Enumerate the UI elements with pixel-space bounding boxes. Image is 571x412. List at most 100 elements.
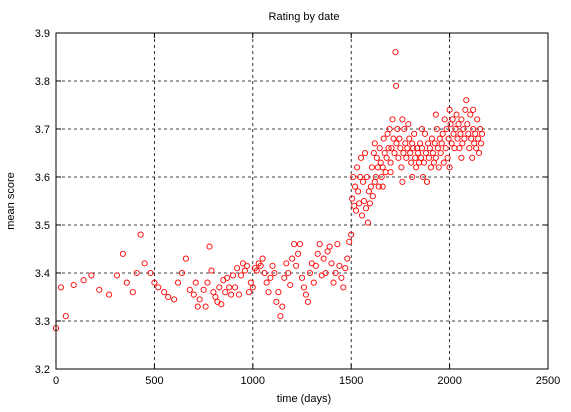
- data-point: [367, 183, 374, 190]
- data-point: [271, 269, 278, 277]
- data-point: [431, 140, 438, 147]
- data-point: [388, 145, 395, 152]
- data-point: [419, 173, 427, 181]
- data-point: [275, 289, 282, 296]
- data-point: [226, 284, 233, 291]
- data-point: [334, 241, 341, 248]
- data-point: [342, 265, 349, 272]
- data-point: [263, 279, 270, 286]
- data-point: [96, 286, 103, 293]
- data-point: [448, 140, 455, 147]
- data-point: [383, 154, 390, 161]
- data-point: [432, 111, 439, 118]
- data-point: [228, 291, 235, 298]
- data-point: [446, 106, 453, 113]
- data-point: [372, 173, 379, 181]
- data-point: [399, 116, 406, 123]
- data-point: [322, 269, 329, 277]
- data-point: [425, 154, 432, 161]
- data-point: [113, 272, 121, 279]
- data-point: [422, 149, 430, 157]
- data-point: [186, 286, 193, 293]
- data-point: [473, 145, 480, 152]
- data-point: [316, 241, 323, 248]
- data-point: [62, 313, 69, 320]
- data-point: [295, 250, 302, 257]
- data-point: [357, 173, 364, 181]
- data-point: [357, 154, 365, 161]
- data-point: [414, 145, 421, 152]
- data-point: [312, 262, 319, 269]
- data-point: [395, 154, 402, 161]
- data-point: [458, 154, 465, 161]
- data-point: [464, 121, 471, 128]
- data-point: [433, 125, 440, 133]
- data-point: [371, 140, 378, 147]
- data-point: [418, 145, 426, 152]
- data-point: [364, 219, 371, 226]
- data-point: [200, 286, 207, 293]
- data-point: [378, 173, 385, 181]
- data-point: [328, 260, 335, 267]
- data-point: [458, 116, 465, 123]
- data-point: [273, 298, 280, 305]
- data-point: [230, 272, 237, 279]
- data-point: [237, 272, 245, 279]
- data-point: [171, 296, 178, 303]
- data-point: [429, 149, 436, 157]
- data-point: [409, 140, 416, 147]
- data-point: [446, 164, 453, 171]
- data-point: [355, 188, 362, 195]
- data-point: [476, 149, 483, 157]
- data-point: [387, 159, 394, 166]
- y-tick-label: 3.5: [35, 220, 50, 232]
- data-point: [474, 116, 481, 123]
- data-point: [370, 149, 377, 157]
- data-point: [438, 140, 445, 147]
- data-point: [427, 164, 434, 171]
- data-point: [386, 125, 393, 133]
- data-point: [196, 296, 203, 303]
- data-point: [440, 159, 447, 166]
- y-tick-label: 3.4: [35, 268, 50, 280]
- data-point: [387, 169, 394, 176]
- data-point: [399, 178, 406, 185]
- data-point: [129, 289, 136, 296]
- data-point: [356, 200, 363, 207]
- data-point: [269, 262, 276, 269]
- y-tick-label: 3.8: [35, 76, 50, 88]
- data-point: [479, 130, 486, 137]
- data-point: [349, 195, 356, 202]
- data-point: [119, 250, 126, 257]
- data-point: [344, 255, 351, 262]
- data-point: [352, 183, 359, 190]
- data-point: [336, 262, 343, 269]
- data-point: [358, 212, 366, 219]
- data-point: [369, 193, 376, 200]
- data-point: [279, 303, 286, 310]
- data-point: [437, 149, 444, 157]
- data-point: [432, 154, 439, 161]
- data-point: [182, 255, 189, 262]
- data-point: [452, 125, 459, 133]
- data-point: [405, 121, 412, 128]
- data-point: [224, 274, 231, 281]
- data-point: [174, 279, 182, 286]
- data-point: [435, 164, 442, 171]
- data-point: [245, 289, 252, 296]
- data-point: [259, 255, 266, 262]
- data-point: [361, 149, 369, 157]
- data-point: [302, 291, 309, 298]
- data-point: [406, 135, 413, 142]
- data-point: [133, 269, 140, 277]
- data-point: [293, 262, 300, 269]
- data-point: [375, 183, 382, 190]
- data-point: [141, 260, 148, 267]
- data-point: [426, 145, 433, 152]
- data-point: [393, 82, 400, 89]
- data-point: [353, 207, 360, 214]
- data-point: [70, 281, 77, 289]
- y-axis-title: mean score: [5, 172, 17, 229]
- data-point: [412, 154, 419, 161]
